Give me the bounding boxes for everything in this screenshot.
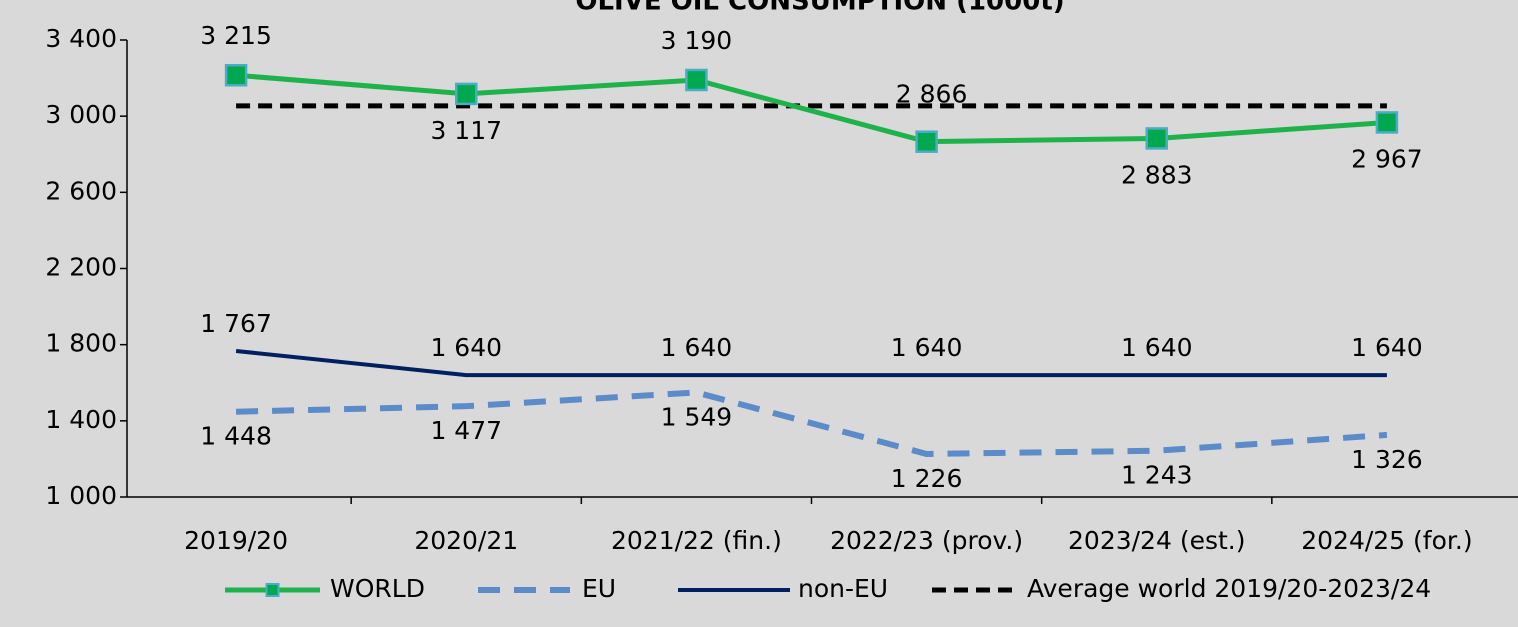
data-label: 2 967 (1351, 144, 1423, 173)
x-tick-label: 2021/22 (fin.) (611, 526, 782, 555)
legend-label: WORLD (330, 574, 425, 603)
data-label: 1 640 (661, 333, 733, 362)
marker (685, 68, 708, 92)
y-tick-label: 3 000 (45, 100, 117, 129)
x-tick-label: 2020/21 (414, 526, 518, 555)
data-label: 1 640 (430, 333, 502, 362)
series-line (236, 389, 1388, 457)
data-label: 3 117 (430, 116, 502, 145)
data-label: 1 477 (430, 416, 502, 445)
marker (1375, 111, 1399, 134)
data-label: 1 448 (200, 422, 272, 451)
data-label: 1 243 (1121, 461, 1193, 490)
y-tick-label: 1 000 (45, 481, 117, 510)
legend-marker (265, 583, 280, 597)
x-tick-label: 2024/25 (for.) (1301, 526, 1472, 555)
data-label: 3 215 (200, 21, 272, 50)
y-tick-label: 1 400 (45, 405, 117, 434)
y-tick-label: 1 800 (45, 329, 117, 358)
x-tick-label: 2019/20 (184, 526, 288, 555)
legend-label: non-EU (798, 574, 888, 603)
marker (1145, 127, 1168, 150)
marker (224, 63, 248, 87)
x-tick-label: 2023/24 (est.) (1068, 526, 1245, 555)
data-label: 1 767 (200, 309, 272, 338)
data-label: 1 640 (891, 333, 963, 362)
marker (455, 82, 478, 106)
data-label: 2 866 (896, 80, 968, 109)
legend-label: Average world 2019/20-2023/24 (1027, 574, 1431, 603)
x-tick-label: 2022/23 (prov.) (830, 526, 1023, 555)
data-label: 1 226 (891, 464, 963, 493)
legend-label: EU (582, 574, 616, 603)
data-label: 1 640 (1351, 333, 1423, 362)
data-label: 2 883 (1121, 160, 1193, 189)
y-tick-label: 2 600 (45, 176, 117, 205)
data-label: 1 326 (1351, 445, 1423, 474)
series-line (235, 348, 1387, 378)
series-line (235, 72, 1388, 145)
marker (915, 130, 938, 153)
data-label: 1 640 (1121, 333, 1193, 362)
y-tick-label: 3 400 (45, 24, 117, 53)
data-label: 3 190 (661, 26, 733, 55)
y-tick-label: 2 200 (45, 253, 117, 282)
data-label: 1 549 (661, 402, 733, 431)
chart-title: OLIVE OIL CONSUMPTION (1000t) (575, 0, 1064, 17)
